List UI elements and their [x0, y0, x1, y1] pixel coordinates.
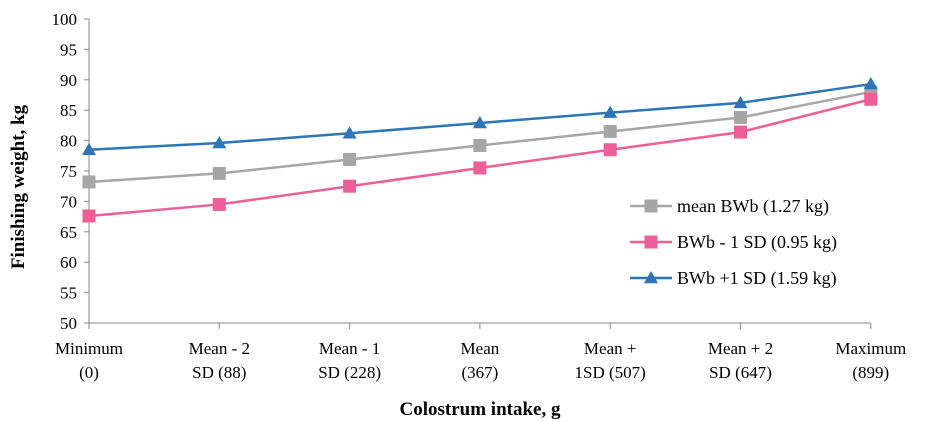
x-tick-label: Mean + 2	[708, 339, 773, 358]
legend-marker	[644, 199, 658, 213]
x-tick-label: (367)	[461, 363, 498, 382]
x-tick-label: SD (88)	[192, 363, 246, 382]
data-point	[212, 136, 227, 149]
data-point	[864, 92, 878, 106]
x-axis: Minimum (0) Mean - 2 SD (88) Mean - 1 SD (228…	[55, 322, 906, 382]
legend: mean BWb (1.27 kg) BWb - 1 SD (0.95 kg) BW…	[630, 196, 837, 289]
x-tick-label: SD (647)	[709, 363, 772, 382]
plot-area	[82, 77, 878, 223]
y-tick-label: 95	[60, 40, 77, 59]
data-point	[603, 105, 618, 118]
y-tick-label: 80	[60, 132, 77, 151]
data-point	[863, 77, 878, 90]
data-point	[473, 161, 487, 175]
data-point	[82, 175, 96, 189]
series-1	[82, 92, 878, 223]
x-axis-title: Colostrum intake, g	[400, 399, 561, 420]
data-point	[212, 166, 226, 180]
data-point	[342, 126, 357, 139]
data-point	[603, 143, 617, 157]
y-axis: 50 55 60 65 70 75 80 85 90 95 100	[52, 10, 90, 333]
y-tick-label: 85	[60, 101, 77, 120]
x-tick-label: 1SD (507)	[575, 363, 646, 382]
y-tick-label: 50	[60, 314, 77, 333]
x-tick-label: (899)	[852, 363, 889, 382]
x-tick-label: Minimum	[55, 339, 123, 358]
data-point	[343, 152, 357, 166]
y-tick-label: 100	[52, 10, 78, 29]
data-point	[734, 125, 747, 139]
y-tick-label: 65	[60, 223, 77, 242]
data-point	[603, 124, 617, 138]
data-point	[343, 179, 357, 193]
legend-marker	[644, 235, 658, 249]
legend-marker	[644, 271, 658, 284]
legend-label: BWb - 1 SD (0.95 kg)	[677, 232, 837, 253]
x-tick-label: (0)	[79, 363, 99, 382]
data-point	[82, 209, 96, 223]
y-tick-label: 90	[60, 71, 77, 90]
data-point	[733, 95, 748, 109]
series-0	[82, 85, 878, 189]
x-tick-label: Mean - 2	[189, 339, 250, 358]
x-tick-label: Mean - 1	[319, 339, 380, 358]
data-point	[473, 138, 487, 152]
data-point	[734, 110, 747, 124]
legend-entry: BWb +1 SD (1.59 kg)	[630, 268, 837, 289]
x-tick-label: Maximum	[835, 339, 906, 358]
x-tick-label: SD (228)	[318, 363, 381, 382]
legend-label: mean BWb (1.27 kg)	[677, 196, 829, 217]
series-2	[82, 77, 878, 155]
y-tick-label: 55	[60, 284, 77, 303]
y-axis-title: Finishing weight, kg	[8, 104, 29, 269]
data-point	[472, 115, 487, 129]
y-tick-label: 75	[60, 162, 77, 181]
y-tick-label: 70	[60, 192, 77, 211]
x-tick-label: Mean +	[584, 339, 637, 358]
legend-entry: BWb - 1 SD (0.95 kg)	[630, 232, 837, 253]
data-point	[82, 142, 96, 155]
x-tick-label: Mean	[461, 339, 500, 358]
y-tick-label: 60	[60, 253, 77, 272]
legend-label: BWb +1 SD (1.59 kg)	[677, 268, 837, 289]
data-point	[212, 197, 226, 211]
legend-entry: mean BWb (1.27 kg)	[630, 196, 829, 217]
